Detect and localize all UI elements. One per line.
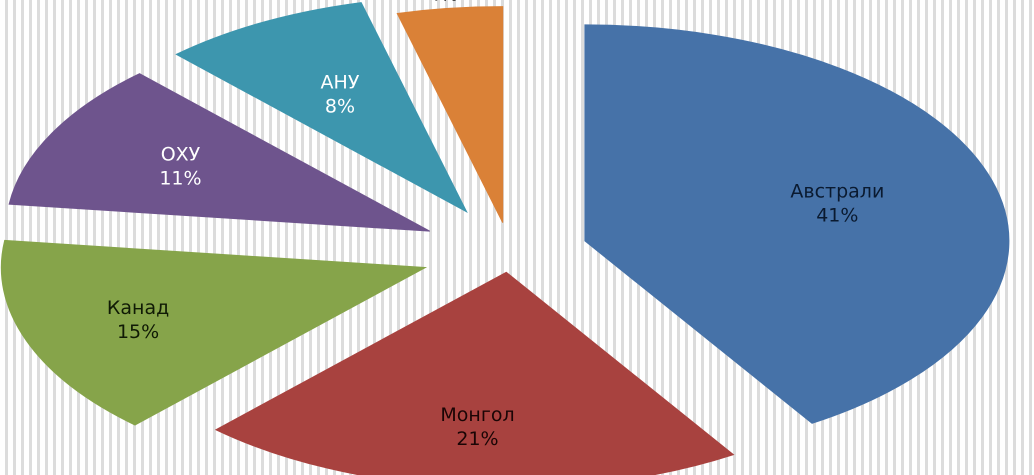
slice-value-label: 21% [456,428,498,450]
slice-value-label: 8% [325,95,355,117]
slice-label: ОХУ 11% [159,143,201,189]
slice-label: Австрали 41% [790,181,884,227]
pie-slice [584,24,1010,424]
pie-slice [8,73,431,232]
slice-label: Канад 15% [107,297,169,343]
pie-slice [214,271,735,475]
slice-value-label: 41% [816,205,858,227]
slice-category-label: ОХУ [161,143,201,165]
pie-slices [0,2,1010,475]
slice-category-label: Австрали [790,181,884,203]
slice-label: Индонез4% [400,0,486,6]
slice-label: Монгол 21% [440,404,514,450]
slice-category-label: Канад [107,297,169,319]
slice-value-label: 11% [159,167,201,189]
slice-category-label: АНУ [321,71,360,93]
slice-value-label: 15% [117,321,159,343]
pie-slice [396,6,504,223]
slice-value-label: 4% [428,0,458,6]
pie-slice [175,2,468,214]
pie-slice [0,239,428,426]
slice-category-label: Монгол [440,404,514,426]
slice-label: АНУ 8% [321,71,360,117]
